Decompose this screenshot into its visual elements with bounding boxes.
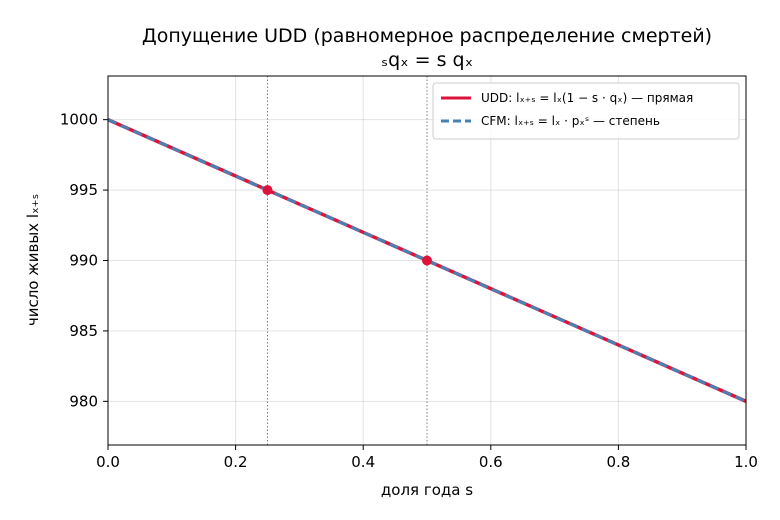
y-tick-label: 995 bbox=[69, 181, 98, 199]
legend-label-cfm: CFM: lₓ₊ₛ = lₓ · pₓˢ — степень bbox=[481, 114, 660, 128]
x-tick-label: 0.8 bbox=[606, 453, 630, 471]
chart-subtitle: ₛqₓ = s qₓ bbox=[381, 49, 473, 71]
y-tick-label: 980 bbox=[69, 392, 98, 410]
x-tick-label: 0.0 bbox=[96, 453, 120, 471]
markers bbox=[262, 185, 432, 266]
x-tick-label: 1.0 bbox=[734, 453, 758, 471]
x-tick-label: 0.4 bbox=[351, 453, 375, 471]
data-point-marker bbox=[422, 255, 432, 266]
x-tick-label: 0.6 bbox=[479, 453, 503, 471]
legend-label-udd: UDD: lₓ₊ₛ = lₓ(1 − s · qₓ) — прямая bbox=[481, 91, 693, 105]
x-tick-label: 0.2 bbox=[224, 453, 248, 471]
series-cfm-line bbox=[108, 118, 746, 403]
y-tick-label: 985 bbox=[69, 322, 98, 340]
x-axis-ticks: 0.0 0.2 0.4 0.6 0.8 1.0 bbox=[96, 445, 758, 471]
y-axis-ticks: 980 985 990 995 1000 bbox=[60, 111, 108, 410]
chart-title: Допущение UDD (равномерное распределение… bbox=[142, 25, 712, 47]
data-point-marker bbox=[262, 185, 273, 196]
x-axis-label: доля года s bbox=[381, 481, 473, 499]
y-tick-label: 1000 bbox=[60, 111, 98, 129]
legend-box bbox=[432, 82, 740, 140]
legend: UDD: lₓ₊ₛ = lₓ(1 − s · qₓ) — прямая CFM:… bbox=[432, 82, 740, 140]
y-axis-label: число живых lₓ₊ₛ bbox=[24, 194, 42, 326]
y-tick-label: 990 bbox=[69, 252, 98, 270]
